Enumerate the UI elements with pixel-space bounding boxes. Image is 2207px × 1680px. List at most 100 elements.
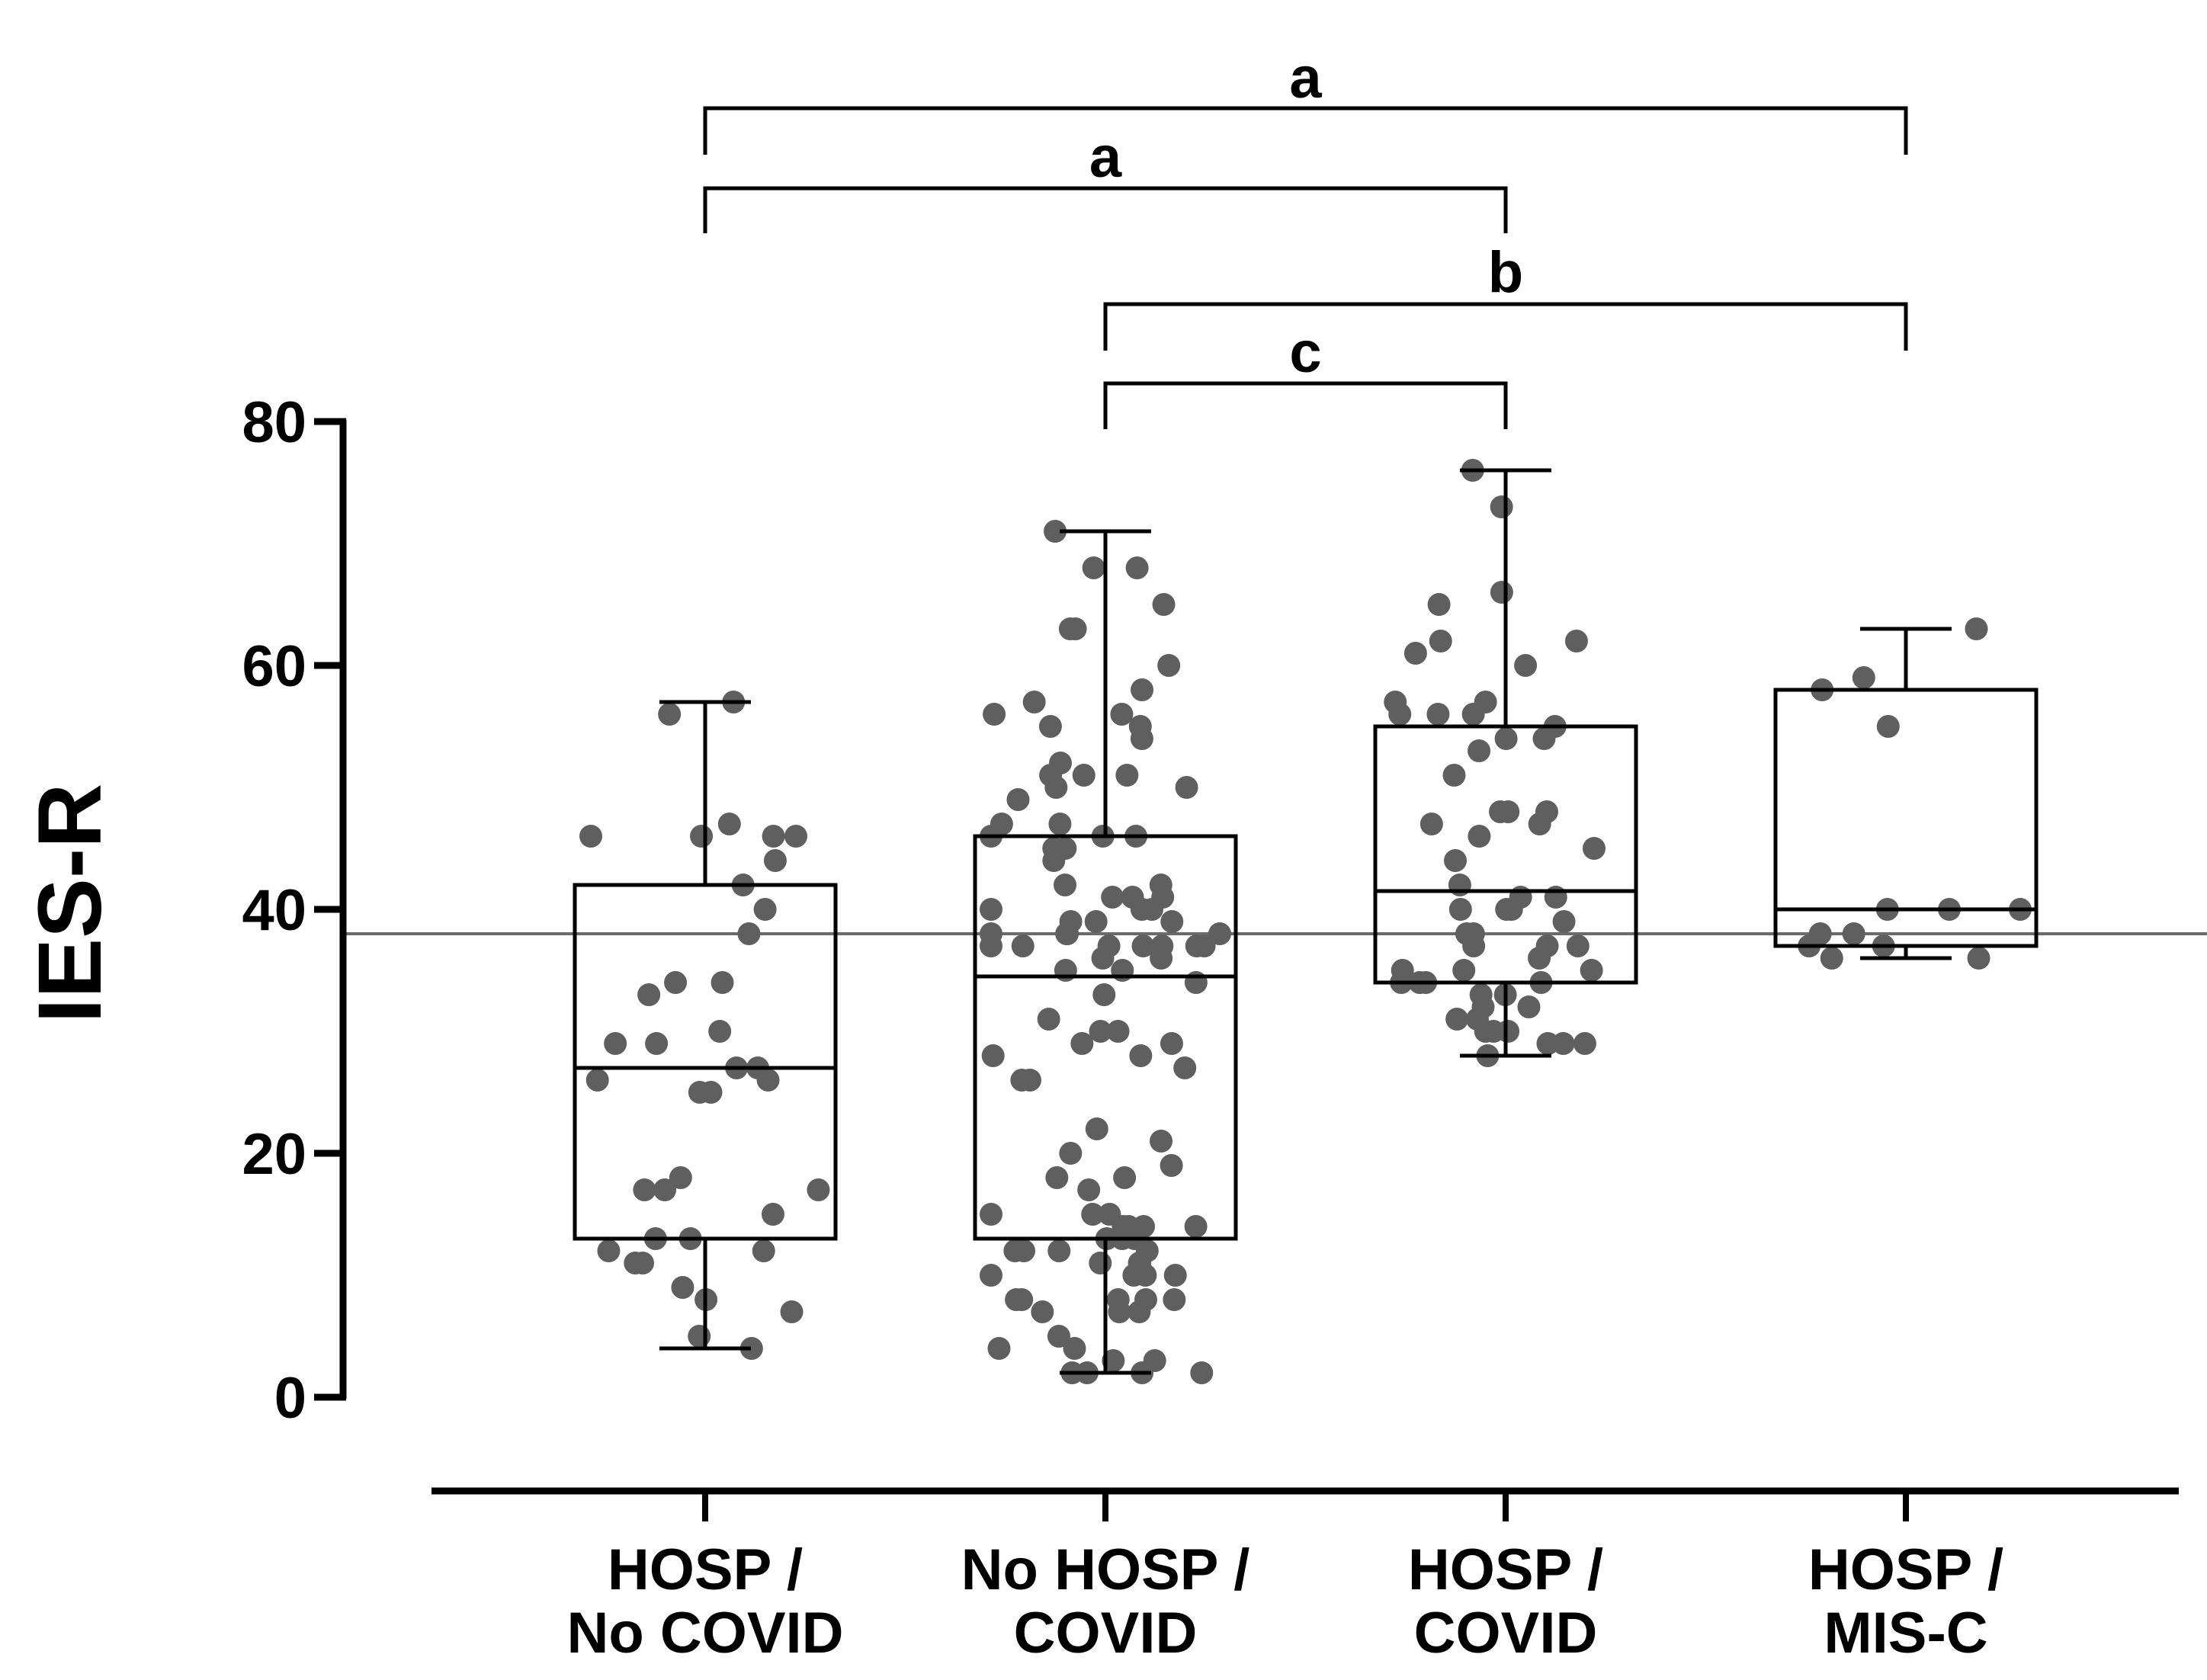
data-point [1564, 630, 1588, 652]
data-point [1442, 764, 1466, 787]
data-point [763, 849, 787, 872]
data-point [1106, 1020, 1130, 1043]
data-point [1820, 947, 1843, 970]
data-point [1514, 654, 1538, 677]
significance-label: a [1289, 46, 1322, 111]
data-point [1160, 1032, 1183, 1055]
significance-layer: a a b c [703, 46, 1908, 429]
data-point [1185, 935, 1208, 957]
y-tick-label: 60 [242, 634, 306, 699]
data-point [1427, 593, 1451, 616]
data-point [737, 922, 761, 945]
data-point [1876, 715, 1900, 738]
data-point [1125, 556, 1149, 579]
data-point [1967, 947, 1990, 970]
data-point [699, 1081, 723, 1104]
data-point [597, 1239, 621, 1262]
data-point [980, 935, 1002, 957]
data-point [1048, 813, 1072, 835]
data-point [1490, 581, 1513, 604]
data-point [1031, 1300, 1054, 1323]
data-point [1082, 556, 1105, 579]
x-category-label-line1: HOSP / [1408, 1537, 1603, 1602]
data-point [1163, 1288, 1186, 1311]
data-point [1038, 715, 1062, 738]
significance-bracket [703, 106, 1908, 155]
significance-bracket [1103, 302, 1908, 351]
box [573, 883, 838, 1241]
data-point [1532, 727, 1556, 750]
data-point [604, 1032, 627, 1055]
data-point [1496, 1020, 1520, 1043]
data-point [1448, 898, 1472, 921]
data-point [1426, 703, 1450, 726]
significance-label: c [1289, 320, 1321, 385]
data-point [1130, 727, 1153, 750]
data-point [1160, 910, 1184, 933]
data-point [1552, 910, 1576, 933]
data-point [1072, 764, 1095, 787]
x-category-label-line1: No HOSP / [961, 1537, 1250, 1602]
data-point [1089, 1020, 1112, 1043]
data-point [1474, 1020, 1497, 1043]
data-point [690, 825, 714, 848]
data-point [784, 825, 808, 848]
data-point [708, 1020, 732, 1043]
data-point [1157, 654, 1181, 677]
data-point [1012, 1239, 1036, 1262]
data-point [1011, 935, 1035, 957]
data-point [1566, 935, 1589, 957]
data-point [1965, 617, 1988, 640]
data-point [1445, 1008, 1469, 1031]
data-point [1152, 593, 1176, 616]
x-category-label-line2: COVID [1414, 1601, 1598, 1666]
box [1773, 688, 2039, 948]
y-tick-label: 80 [242, 390, 306, 455]
data-point [1134, 1264, 1157, 1287]
boxes-layer [573, 468, 2039, 1375]
data-point [1022, 691, 1046, 713]
data-point [1842, 922, 1865, 945]
data-point [1852, 666, 1875, 689]
data-point [1131, 935, 1155, 957]
data-point [1468, 739, 1491, 762]
data-point [1163, 1264, 1187, 1287]
x-category-label-line2: COVID [1014, 1601, 1198, 1666]
data-point [1054, 874, 1077, 896]
data-point [1045, 1166, 1069, 1189]
data-point [1173, 1056, 1197, 1079]
data-point [1110, 703, 1134, 726]
box [973, 834, 1238, 1241]
data-point [637, 983, 661, 1006]
data-point [1452, 959, 1476, 982]
x-category-label-line1: HOSP / [608, 1537, 803, 1602]
data-point [1129, 1044, 1153, 1067]
data-point [983, 703, 1006, 726]
data-point [1583, 837, 1606, 860]
data-point [1115, 764, 1139, 787]
data-point [1444, 849, 1468, 872]
data-point [1063, 617, 1087, 640]
data-point [1175, 776, 1198, 799]
data-point [739, 1337, 763, 1360]
data-point [761, 1203, 784, 1226]
data-point [1091, 947, 1115, 970]
data-point [1059, 1142, 1083, 1165]
x-category-label-line1: HOSP / [1808, 1537, 2003, 1602]
data-point [1006, 788, 1030, 811]
data-point [762, 825, 785, 848]
data-point [579, 825, 602, 848]
data-point [1528, 947, 1551, 970]
data-point [980, 1264, 1002, 1287]
y-tick-label: 40 [242, 878, 306, 943]
data-point [671, 1276, 694, 1299]
data-point [717, 813, 741, 835]
data-point [1468, 825, 1491, 848]
data-point [1462, 935, 1486, 957]
data-point [1128, 1300, 1151, 1323]
data-point [1037, 1008, 1060, 1031]
data-point [1494, 727, 1518, 750]
data-point [1010, 1069, 1034, 1092]
data-point [1131, 678, 1154, 701]
